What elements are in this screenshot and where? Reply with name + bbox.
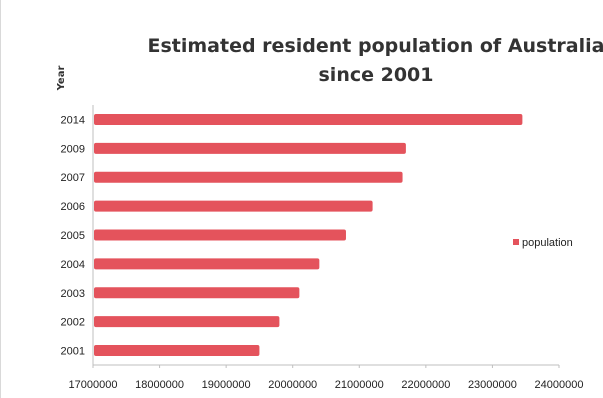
y-tick-labels: 2001 2002 2003 2004 2005 2006 2007 2009 2014 xyxy=(61,114,85,357)
y-axis-title: Year xyxy=(56,66,67,92)
y-tick-label-2007: 2007 xyxy=(61,172,85,184)
x-tick-label: 22000000 xyxy=(401,379,450,391)
chart-title: Estimated resident population of Austral… xyxy=(148,35,603,86)
legend-label: population xyxy=(522,237,573,249)
x-tick-label: 19000000 xyxy=(202,379,251,391)
bar-2009 xyxy=(94,142,406,154)
bar-2005 xyxy=(94,229,346,241)
bar-2007 xyxy=(94,171,403,183)
y-tick-label-2006: 2006 xyxy=(61,201,85,213)
x-tick-labels: 17000000 18000000 19000000 20000000 21000000… xyxy=(69,365,584,391)
x-tick-label: 20000000 xyxy=(268,379,317,391)
y-tick-label-2014: 2014 xyxy=(61,114,85,126)
x-tick-label: 24000000 xyxy=(535,379,584,391)
bar-2002 xyxy=(94,316,280,328)
bar-2001 xyxy=(94,345,260,357)
x-tick-label: 17000000 xyxy=(69,379,118,391)
x-tick-label: 21000000 xyxy=(335,379,384,391)
legend-swatch xyxy=(513,239,519,245)
bar-2003 xyxy=(94,287,300,299)
x-tick-label: 18000000 xyxy=(135,379,184,391)
legend: population xyxy=(513,237,573,249)
y-tick-label-2003: 2003 xyxy=(61,288,85,300)
y-tick-label-2004: 2004 xyxy=(61,259,85,271)
x-tick-label: 23000000 xyxy=(468,379,517,391)
y-tick-label-2005: 2005 xyxy=(61,230,85,242)
chart-title-line-1: Estimated resident population of Austral… xyxy=(148,35,603,57)
y-tick-label-2001: 2001 xyxy=(61,346,85,358)
y-tick-label-2009: 2009 xyxy=(61,143,85,155)
bar-2006 xyxy=(94,200,373,212)
y-tick-label-2002: 2002 xyxy=(61,317,85,329)
chart-title-line-2: since 2001 xyxy=(319,64,434,86)
bar-2004 xyxy=(94,258,320,270)
bar-2014 xyxy=(94,113,523,125)
bar-series xyxy=(94,113,523,357)
